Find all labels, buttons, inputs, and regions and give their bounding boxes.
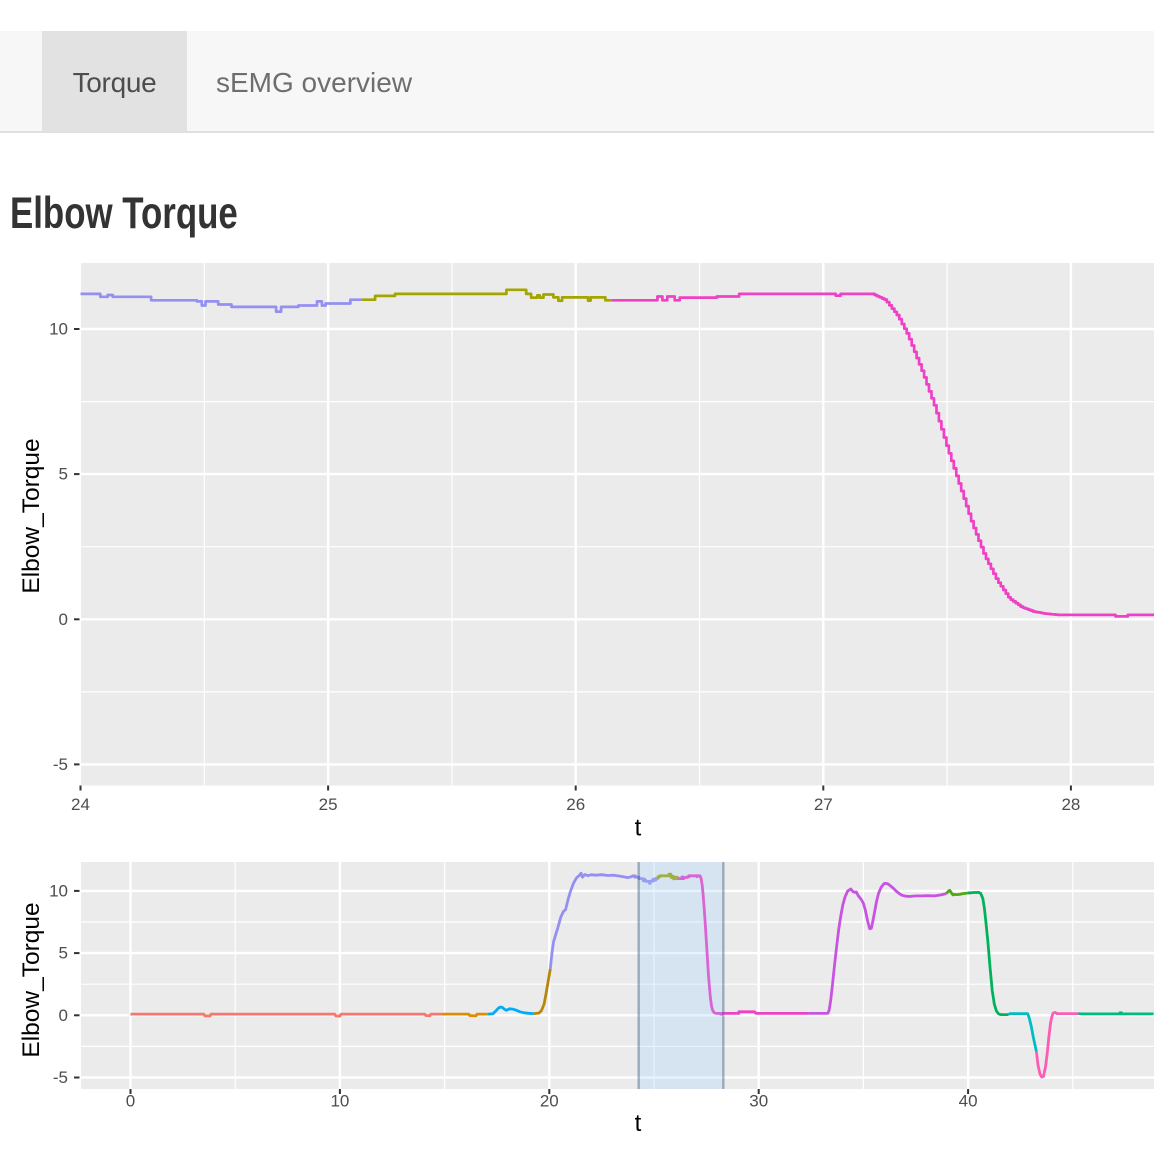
svg-text:10: 10: [49, 320, 68, 339]
svg-text:0: 0: [126, 1092, 135, 1111]
svg-text:Elbow_Torque: Elbow_Torque: [18, 902, 45, 1057]
svg-text:40: 40: [959, 1092, 978, 1111]
svg-text:Elbow_Torque: Elbow_Torque: [18, 438, 45, 593]
svg-text:-5: -5: [53, 1068, 68, 1087]
svg-text:28: 28: [1061, 795, 1080, 814]
svg-text:30: 30: [749, 1092, 768, 1111]
svg-text:0: 0: [59, 1006, 68, 1025]
svg-text:20: 20: [540, 1092, 559, 1111]
svg-text:26: 26: [566, 795, 585, 814]
svg-text:-5: -5: [53, 755, 68, 774]
svg-text:0: 0: [59, 610, 68, 629]
svg-text:27: 27: [814, 795, 833, 814]
svg-text:10: 10: [330, 1092, 349, 1111]
svg-text:5: 5: [59, 944, 68, 963]
svg-text:t: t: [635, 815, 642, 842]
svg-text:t: t: [635, 1110, 642, 1137]
svg-text:5: 5: [59, 465, 68, 484]
svg-text:10: 10: [49, 881, 68, 900]
svg-text:25: 25: [319, 795, 338, 814]
svg-text:24: 24: [71, 795, 90, 814]
